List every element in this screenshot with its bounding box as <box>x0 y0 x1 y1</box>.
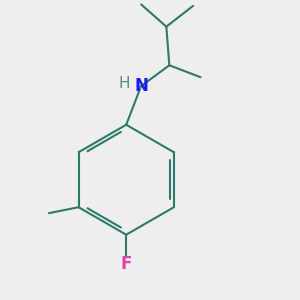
Text: N: N <box>134 77 148 95</box>
Text: H: H <box>119 76 130 91</box>
Text: F: F <box>121 255 132 273</box>
